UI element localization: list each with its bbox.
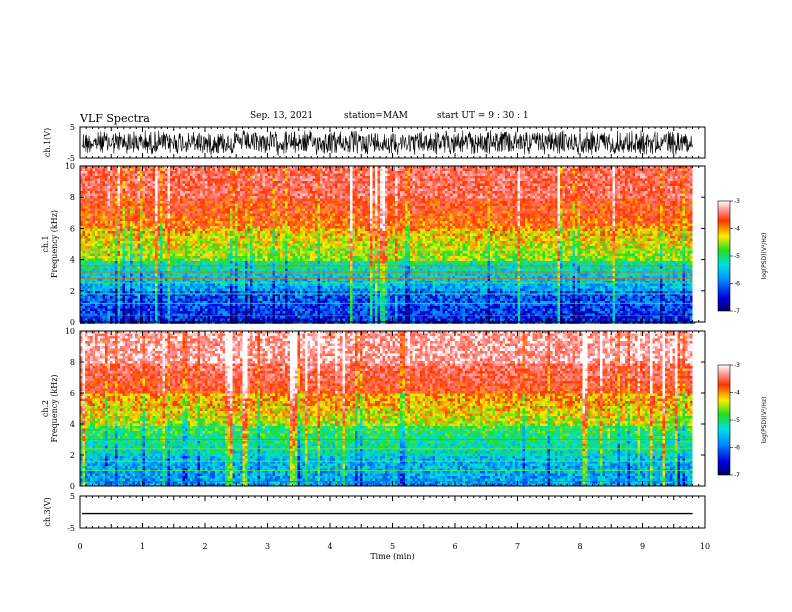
colorbar-label: log(PSD)(V²/Hz) — [761, 233, 768, 280]
no-data-area — [693, 331, 706, 486]
y-tick-label: 6 — [70, 389, 75, 398]
y-tick-label: 10 — [65, 162, 75, 171]
colorbar-tick-label: -6 — [734, 281, 740, 288]
colorbar-tick-label: -5 — [734, 417, 740, 424]
y-tick-label: 4 — [70, 420, 75, 429]
y-tick-label: 5 — [70, 492, 75, 501]
y-tick-label: 2 — [70, 287, 75, 296]
x-tick-label: 9 — [640, 542, 645, 551]
y-tick-label: -5 — [67, 524, 75, 533]
ch1-spectrogram-cells — [80, 166, 695, 324]
x-tick-label: 7 — [515, 542, 520, 551]
x-tick-label: 5 — [390, 542, 395, 551]
y-tick-label: 5 — [70, 123, 75, 132]
colorbar-tick-label: -7 — [734, 308, 740, 315]
y-tick-label: 6 — [70, 224, 75, 233]
colorbar-tick-label: -7 — [734, 472, 740, 479]
colorbar-scale — [718, 365, 730, 475]
time-axis: 0 1 2 3 4 5 6 7 8 9 10 Time (min) — [77, 542, 710, 561]
y-tick-label: 0 — [70, 318, 75, 327]
x-tick-label: 6 — [452, 542, 457, 551]
x-tick-label: 2 — [202, 542, 207, 551]
x-tick-label: 1 — [140, 542, 145, 551]
ch1-colorbar: -3 -4 -5 -6 -7 log(PSD)(V²/Hz) — [718, 198, 768, 315]
y-tick-label: 8 — [70, 358, 75, 367]
y-tick-label: 10 — [65, 327, 75, 336]
x-tick-label: 0 — [77, 542, 82, 551]
x-tick-label: 4 — [327, 542, 332, 551]
y-tick-label: 0 — [70, 482, 75, 491]
ch1-waveform-trace — [82, 130, 693, 155]
ch3-waveform-panel: 5 -5 ch.3(V) — [43, 492, 705, 533]
colorbar-tick-label: -5 — [734, 253, 740, 260]
colorbar-tick-label: -3 — [734, 362, 740, 369]
y-axis-label: ch.2Frequency (kHz) — [41, 374, 59, 442]
ch1-spectrogram-panel: 0 2 4 6 8 10 ch.1Frequency (kHz) — [41, 162, 705, 327]
y-tick-label: 4 — [70, 256, 75, 265]
no-data-area — [693, 166, 706, 322]
ch2-colorbar: -3 -4 -5 -6 -7 log(PSD)(V²/Hz) — [718, 362, 768, 479]
y-tick-label: 2 — [70, 451, 75, 460]
ch1-waveform-panel: 5-5ch.1(V) — [43, 123, 705, 163]
colorbar-tick-label: -3 — [734, 198, 740, 205]
colorbar-tick-label: -6 — [734, 445, 740, 452]
ch2-spectrogram-panel: 0 2 4 6 8 10 ch.2Frequency (kHz) — [41, 327, 705, 491]
y-axis-label: ch.1Frequency (kHz) — [41, 210, 59, 278]
ch3-ylabel: ch.3(V) — [43, 497, 52, 526]
ch1-ylabel: ch.1(V) — [43, 128, 52, 157]
colorbar-label: log(PSD)(V²/Hz) — [761, 397, 768, 444]
ch2-spectrogram-cells — [80, 331, 695, 486]
x-tick-label: 8 — [577, 542, 582, 551]
x-tick-label: 3 — [265, 542, 270, 551]
colorbar-tick-label: -4 — [734, 390, 740, 397]
colorbar-scale — [718, 201, 730, 311]
vlf-figure: 5-5ch.1(V) 0246810ch.1Frequency (kHz) 02… — [0, 0, 792, 612]
y-tick-label: 8 — [70, 193, 75, 202]
x-tick-label: 10 — [700, 542, 710, 551]
colorbar-tick-label: -4 — [734, 226, 740, 233]
x-axis-label: Time (min) — [370, 552, 414, 561]
